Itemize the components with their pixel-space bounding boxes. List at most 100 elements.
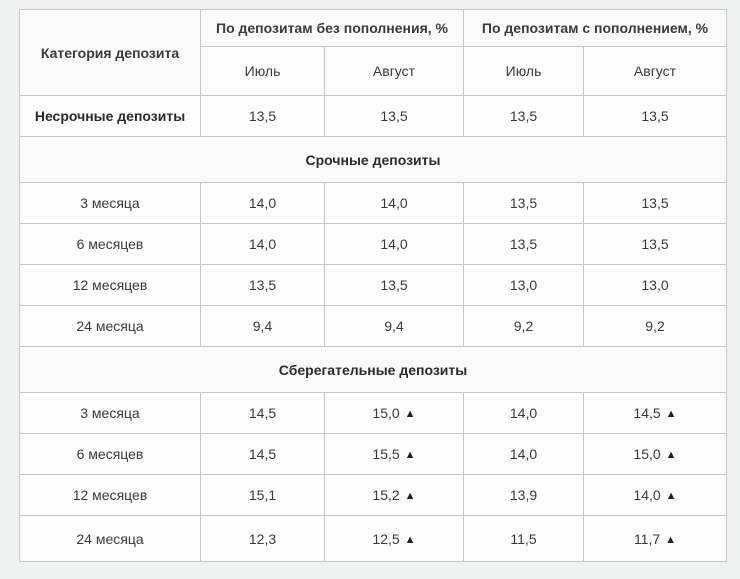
rate-cell: 13,5 <box>324 95 464 137</box>
row-label: 3 месяца <box>19 392 201 434</box>
rate-value: 14,0 <box>380 236 408 252</box>
row-label: 24 месяца <box>19 305 201 347</box>
section-header-savings-deposits: Сберегательные депозиты <box>19 346 727 393</box>
rate-cell: 11,7 ▲ <box>583 515 727 562</box>
rate-up-arrow-icon: ▲ <box>404 449 416 461</box>
rate-cell: 14,0 <box>324 223 464 265</box>
rate-cell: 15,2 ▲ <box>324 474 464 516</box>
rate-value: 14,0 <box>248 236 277 252</box>
rate-cell: 13,5 <box>324 264 464 306</box>
rate-cell: 13,5 <box>463 95 584 137</box>
rate-value: 13,5 <box>641 195 669 211</box>
rate-cell: 13,5 <box>583 223 727 265</box>
rate-value: 11,7 <box>633 530 661 547</box>
rate-value: 14,0 <box>633 487 661 503</box>
table-row-savings-24-months: 24 месяца 12,3 12,5 ▲ 11,5 11,7 ▲ <box>19 515 727 562</box>
row-label: 6 месяцев <box>19 223 201 265</box>
month-header-august-2: Август <box>583 46 727 96</box>
rate-cell: 12,3 <box>200 515 325 562</box>
rate-up-arrow-icon: ▲ <box>404 408 416 420</box>
row-label: 12 месяцев <box>19 474 201 516</box>
rate-value: 14,0 <box>380 195 408 211</box>
rate-cell: 13,9 <box>463 474 584 516</box>
rate-value: 15,0 <box>633 446 661 462</box>
month-header-august-1: Август <box>324 46 464 96</box>
table-row-savings-12-months: 12 месяцев 15,1 15,2 ▲ 13,9 14,0 ▲ <box>19 474 727 516</box>
rate-cell: 14,0 <box>463 392 584 434</box>
rate-cell: 14,5 <box>200 433 325 475</box>
group-header-no-topup: По депозитам без пополнения, % <box>200 9 464 47</box>
rate-value: 13,5 <box>641 108 669 124</box>
rate-cell: 15,1 <box>200 474 325 516</box>
rate-up-arrow-icon: ▲ <box>665 408 677 420</box>
rate-value: 13,0 <box>641 277 669 293</box>
rate-value: 14,5 <box>248 405 277 421</box>
rate-up-arrow-icon: ▲ <box>404 533 416 546</box>
row-label: 6 месяцев <box>19 433 201 475</box>
row-label: 3 месяца <box>19 182 201 224</box>
rate-value: 15,5 <box>372 446 400 462</box>
rate-cell: 14,0 ▲ <box>583 474 727 516</box>
rate-value: 13,5 <box>509 195 538 211</box>
section-title: Сберегательные депозиты <box>19 346 727 393</box>
table-row-savings-3-months: 3 месяца 14,5 15,0 ▲ 14,0 14,5 ▲ <box>19 392 727 434</box>
rate-value: 15,2 <box>372 487 400 503</box>
rate-value: 15,1 <box>248 487 277 503</box>
rate-value: 9,4 <box>384 318 404 334</box>
rate-cell: 14,0 <box>324 182 464 224</box>
table-row-6-months: 6 месяцев 14,0 14,0 13,5 13,5 <box>19 223 727 265</box>
rate-cell: 9,4 <box>324 305 464 347</box>
rate-cell: 14,5 <box>200 392 325 434</box>
rate-cell: 9,2 <box>583 305 727 347</box>
rate-cell: 15,0 ▲ <box>324 392 464 434</box>
rate-cell: 9,4 <box>200 305 325 347</box>
rate-value: 14,5 <box>248 446 277 462</box>
rate-value: 13,5 <box>380 108 408 124</box>
table-row-demand-deposits: Несрочные депозиты 13,5 13,5 13,5 13,5 <box>19 95 727 137</box>
rate-value: 11,5 <box>510 530 537 547</box>
rate-value: 12,3 <box>248 530 277 547</box>
rate-value: 14,0 <box>509 446 538 462</box>
row-label: Несрочные депозиты <box>19 95 201 137</box>
rate-value: 13,5 <box>380 277 408 293</box>
rate-cell: 13,5 <box>200 95 325 137</box>
rate-value: 12,5 <box>372 530 400 547</box>
table-row-24-months: 24 месяца 9,4 9,4 9,2 9,2 <box>19 305 727 347</box>
rate-value: 14,0 <box>248 195 277 211</box>
rate-cell: 14,0 <box>200 182 325 224</box>
rate-value: 15,0 <box>372 405 400 421</box>
rate-value: 13,5 <box>248 277 277 293</box>
rate-cell: 11,5 <box>463 515 584 562</box>
rate-up-arrow-icon: ▲ <box>665 490 677 502</box>
rate-value: 13,0 <box>509 277 538 293</box>
row-label: 24 месяца <box>19 515 201 562</box>
rate-cell: 15,0 ▲ <box>583 433 727 475</box>
deposit-rates-table-container: Категория депозита По депозитам без попо… <box>19 9 727 562</box>
rate-cell: 13,0 <box>583 264 727 306</box>
rate-cell: 14,0 <box>463 433 584 475</box>
rate-cell: 13,5 <box>583 182 727 224</box>
rate-value: 9,2 <box>513 318 534 334</box>
rate-value: 13,5 <box>509 236 538 252</box>
rate-cell: 13,5 <box>463 182 584 224</box>
rate-cell: 13,5 <box>583 95 727 137</box>
deposit-rates-table: Категория депозита По депозитам без попо… <box>19 9 727 562</box>
group-header-row: Категория депозита По депозитам без попо… <box>19 9 727 96</box>
row-label: 12 месяцев <box>19 264 201 306</box>
rate-cell: 15,5 ▲ <box>324 433 464 475</box>
rate-value: 13,5 <box>509 108 538 124</box>
rate-value: 14,0 <box>509 405 538 421</box>
rate-cell: 13,5 <box>200 264 325 306</box>
table-row-3-months: 3 месяца 14,0 14,0 13,5 13,5 <box>19 182 727 224</box>
table-row-savings-6-months: 6 месяцев 14,5 15,5 ▲ 14,0 15,0 ▲ <box>19 433 727 475</box>
rate-cell: 9,2 <box>463 305 584 347</box>
rate-cell: 12,5 ▲ <box>324 515 464 562</box>
corner-header-cell: Категория депозита <box>19 9 201 96</box>
rate-cell: 13,0 <box>463 264 584 306</box>
rate-value: 9,4 <box>252 318 273 334</box>
rate-value: 13,9 <box>509 487 538 503</box>
month-header-july-2: Июль <box>463 46 584 96</box>
rate-value: 13,5 <box>248 108 277 124</box>
rate-cell: 13,5 <box>463 223 584 265</box>
rate-value: 13,5 <box>641 236 669 252</box>
